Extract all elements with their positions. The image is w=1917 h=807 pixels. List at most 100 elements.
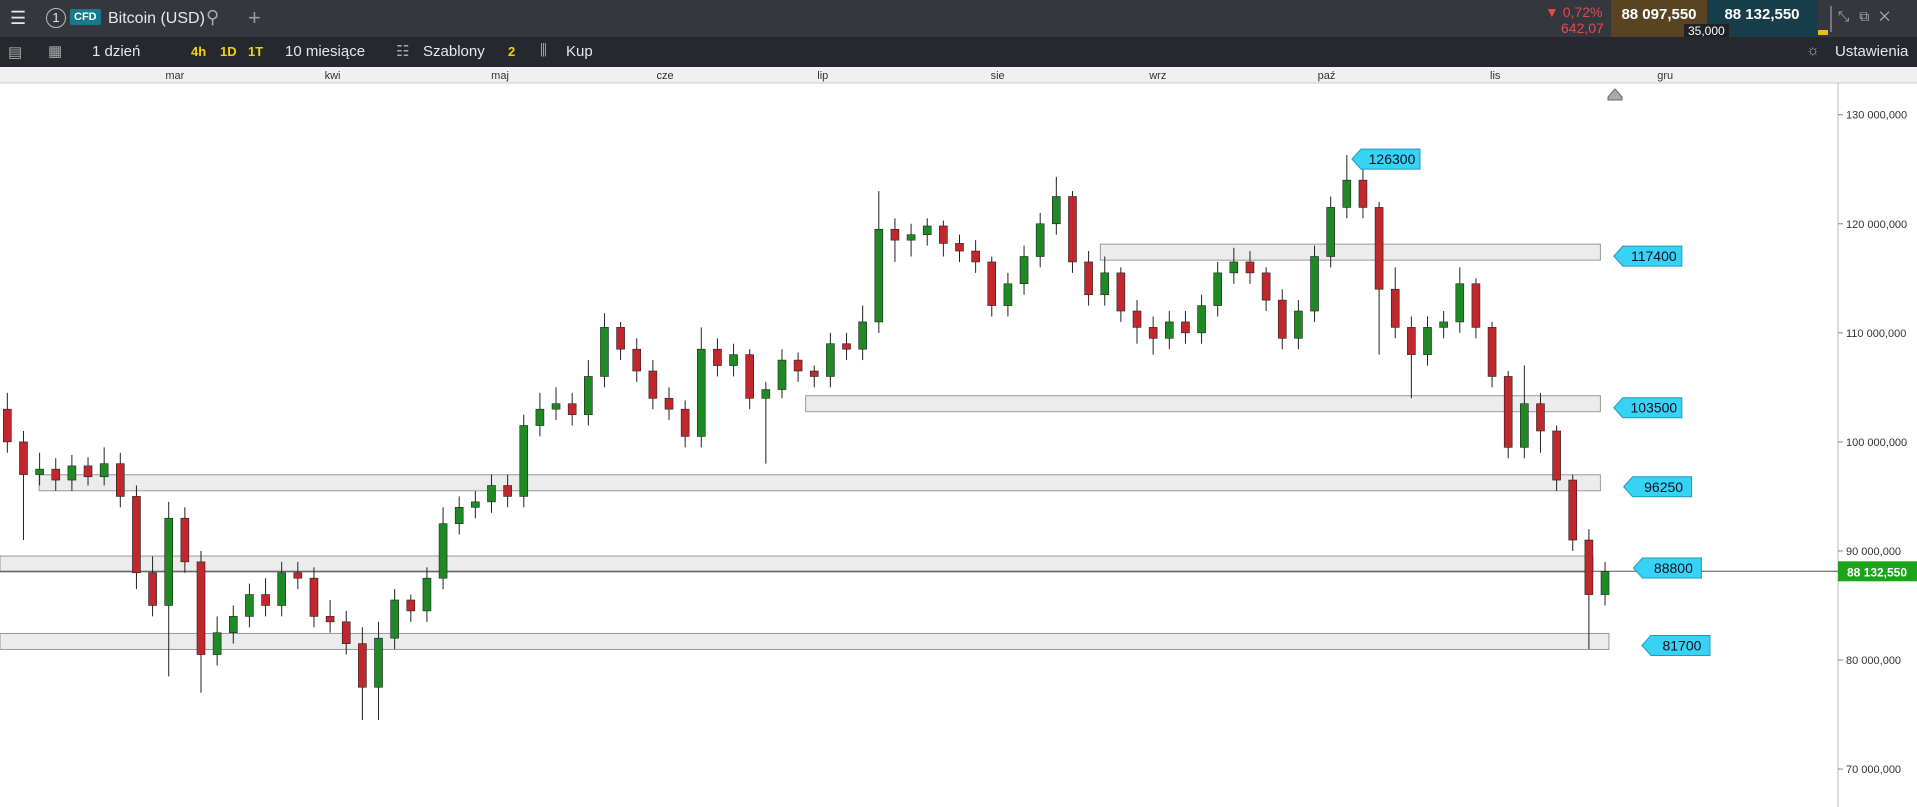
candle-body: [422, 577, 432, 612]
x-tick-label: sie: [991, 70, 1005, 82]
candle-body: [1197, 305, 1206, 334]
candle-body: [1068, 196, 1077, 263]
candle-body: [1568, 479, 1578, 541]
candle-body: [1084, 261, 1093, 295]
candle-body: [99, 463, 109, 478]
candle-body: [325, 616, 335, 623]
price-label-box: [1613, 245, 1683, 267]
candle-body: [1342, 179, 1352, 208]
window-icons[interactable]: ⤡⧉✕: [1838, 8, 1900, 24]
candle-body: [1503, 376, 1513, 448]
level-zone: [0, 632, 1610, 650]
x-tick-label: kwi: [325, 70, 341, 82]
range[interactable]: 10 miesiące: [285, 43, 366, 60]
candle-body: [454, 507, 464, 524]
x-tick-label: maj: [491, 70, 509, 82]
candle-body: [777, 359, 787, 390]
y-tick-label: 90 000,000: [1846, 546, 1901, 558]
buy-icon[interactable]: ⫼: [540, 42, 547, 59]
candle-body: [1487, 327, 1497, 377]
candle-body: [890, 228, 900, 241]
list-icon[interactable]: ▤: [8, 44, 23, 61]
candle-body: [277, 572, 286, 606]
candle-body: [729, 354, 738, 366]
candle-body: [1455, 283, 1465, 323]
candle-body: [793, 359, 803, 372]
candle-body: [1294, 310, 1303, 339]
settings-icon[interactable]: ☼: [1806, 42, 1820, 59]
x-tick-label: wrz: [1148, 70, 1166, 82]
candle-body: [874, 228, 884, 323]
candle-body: [1584, 539, 1594, 595]
candle-body: [3, 408, 12, 443]
interval[interactable]: 1 dzień: [92, 43, 141, 60]
candle-body: [1164, 321, 1174, 339]
templates-count: 2: [508, 44, 516, 59]
add-tab[interactable]: +: [248, 5, 261, 30]
candle-body: [632, 348, 642, 372]
price-label-text: 88800: [1654, 560, 1693, 576]
settings[interactable]: Ustawienia: [1835, 43, 1909, 60]
x-tick-label: mar: [165, 70, 184, 82]
candle-body: [309, 577, 319, 617]
candle-body: [228, 616, 238, 634]
candle-body: [535, 408, 545, 426]
templates-icon[interactable]: ☷: [396, 43, 410, 60]
candle-body: [600, 327, 609, 377]
price-label-text: 81700: [1662, 637, 1701, 653]
quick-interval[interactable]: 4h: [191, 44, 207, 59]
candle-body: [438, 523, 448, 579]
instrument-name[interactable]: Bitcoin (USD): [108, 10, 205, 27]
candle-body: [212, 632, 222, 655]
candle-body: [584, 376, 593, 415]
candle-body: [83, 465, 93, 478]
candle-body: [19, 441, 28, 475]
quick-interval[interactable]: 1D: [220, 44, 237, 59]
price-label: 126300: [1351, 148, 1421, 170]
candle-body: [1358, 179, 1368, 208]
candle-body: [809, 370, 819, 377]
candle-body: [1116, 272, 1126, 312]
candle-body: [164, 517, 174, 606]
cfd-badge: CFD: [70, 9, 101, 25]
price-label-box: [1622, 476, 1693, 498]
candle-body: [374, 637, 383, 688]
candle-body: [1326, 207, 1335, 257]
candle-body: [1390, 288, 1400, 328]
layout-icon[interactable]: ▦: [48, 43, 63, 60]
candle-body: [616, 327, 625, 350]
change-pct: ▼ 0,72%: [1545, 4, 1603, 20]
home-marker[interactable]: [1607, 88, 1623, 101]
price-label-box: [1641, 634, 1711, 656]
candle-body: [116, 463, 125, 497]
change-abs: 642,07: [1561, 20, 1604, 36]
instrument-number[interactable]: 1: [46, 8, 66, 28]
volume-level: [1818, 30, 1828, 35]
y-tick-label: 110 000,000: [1846, 328, 1906, 340]
candle-body: [67, 465, 77, 481]
date-axis: [0, 67, 1917, 83]
candle-body: [761, 389, 771, 399]
price-label-text: 126300: [1369, 151, 1416, 167]
candle-body: [939, 225, 948, 244]
current-price-box: [1838, 561, 1917, 582]
price-label-text: 117400: [1631, 248, 1677, 264]
search-icon[interactable]: ⚲: [206, 7, 220, 27]
quick-interval[interactable]: 1T: [248, 44, 264, 59]
candle-body: [680, 408, 690, 437]
candle-body: [567, 403, 577, 415]
price-label-box: [1613, 397, 1683, 419]
bid-price[interactable]: 88 097,550: [1611, 0, 1707, 37]
menu-icon[interactable]: ☰: [10, 8, 27, 28]
candle-body: [906, 234, 916, 241]
templates[interactable]: Szablony: [423, 43, 485, 60]
candle-body: [1600, 571, 1610, 595]
candle-body: [148, 572, 157, 606]
buy[interactable]: Kup: [566, 43, 593, 60]
candle-body: [1035, 223, 1045, 257]
x-tick-label: cze: [657, 70, 674, 82]
candle-body: [842, 343, 851, 350]
volume-indicator: [1818, 6, 1832, 32]
chart: mar kwi maj cze lip sie wrz paź lis gru 70 000,000…: [0, 67, 1917, 807]
price-label: 88800: [1632, 557, 1702, 579]
